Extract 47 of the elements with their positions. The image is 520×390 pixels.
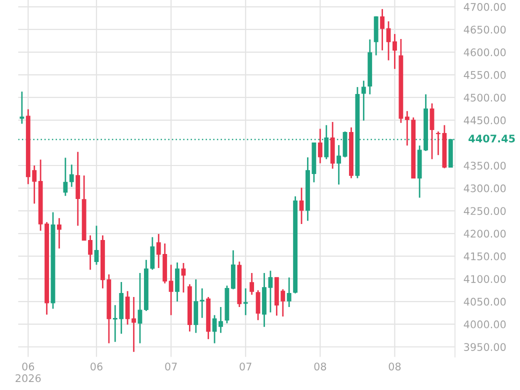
candlestick [361, 80, 366, 122]
y-tick-label: 4100.00 [464, 275, 506, 283]
y-tick-label: 4000.00 [464, 320, 506, 328]
y-tick-label: 3950.00 [464, 343, 506, 351]
x-tick-label: 08 [388, 362, 401, 370]
y-tick-label: 4050.00 [464, 298, 506, 306]
candlestick [430, 102, 434, 160]
x-tick-label: 06 2026 [16, 362, 41, 382]
candlestick [318, 128, 322, 164]
ref-line-label: 4407.45 [468, 134, 515, 142]
y-tick-label: 4450.00 [464, 116, 506, 124]
candlestick [175, 262, 180, 302]
y-tick-label: 4650.00 [464, 26, 506, 34]
candlestick [168, 264, 174, 316]
y-tick-label: 4200.00 [464, 230, 506, 238]
candlestick [404, 110, 410, 146]
candlestick [268, 270, 273, 314]
candlestick [392, 33, 397, 70]
candlestick [76, 151, 80, 227]
candlestick [94, 225, 99, 266]
candlestick [386, 20, 391, 61]
candlestick [200, 288, 204, 319]
candlestick [63, 157, 68, 197]
candlestick [380, 8, 385, 52]
y-tick-label: 4350.00 [464, 162, 506, 170]
y-tick-label: 4550.00 [464, 71, 506, 79]
y-tick-label: 4250.00 [464, 207, 506, 215]
y-tick-label: 4600.00 [464, 48, 506, 56]
candlestick [286, 276, 292, 308]
candlestick [20, 90, 24, 124]
y-tick-label: 4150.00 [464, 252, 506, 260]
x-tick-label: 08 [314, 362, 326, 370]
y-tick-label: 4300.00 [464, 184, 506, 192]
y-tick-label: 4500.00 [464, 94, 506, 102]
candlestick [230, 250, 236, 290]
x-tick-label: 06 [90, 362, 102, 370]
candlestick [336, 144, 342, 186]
candlestick [250, 272, 254, 296]
x-tick-label: 07 [165, 362, 177, 370]
candlestick [256, 290, 260, 321]
x-tick-label: 07 [240, 362, 252, 370]
candlestick [194, 278, 198, 334]
candlestick [181, 262, 186, 294]
candlestick [56, 217, 62, 250]
candlestick [69, 164, 74, 188]
candlestick [243, 288, 248, 316]
y-tick-label: 4700.00 [464, 3, 506, 11]
